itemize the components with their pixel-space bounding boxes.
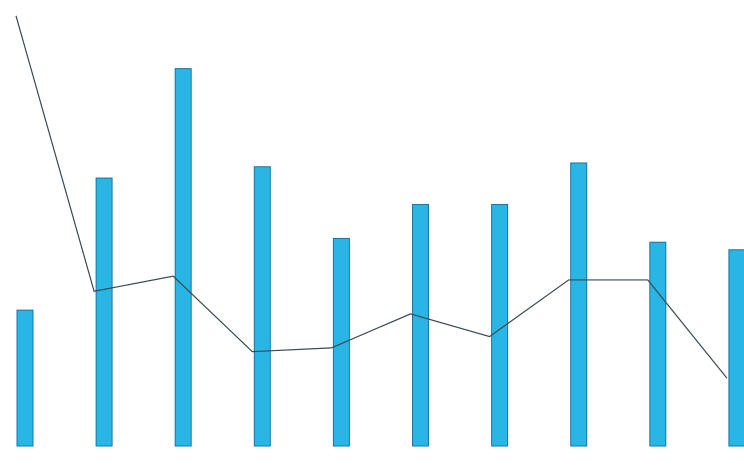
- bar-series: [16, 68, 744, 447]
- bar: [174, 68, 192, 447]
- bar: [95, 177, 113, 447]
- bar: [16, 309, 34, 447]
- bar: [649, 241, 667, 447]
- bar: [728, 249, 744, 447]
- bar: [570, 162, 588, 447]
- line-series: [15, 15, 728, 379]
- bar: [253, 166, 271, 447]
- bar: [332, 237, 350, 447]
- bar: [412, 203, 429, 447]
- bar: [491, 203, 509, 447]
- line-path: [15, 15, 728, 379]
